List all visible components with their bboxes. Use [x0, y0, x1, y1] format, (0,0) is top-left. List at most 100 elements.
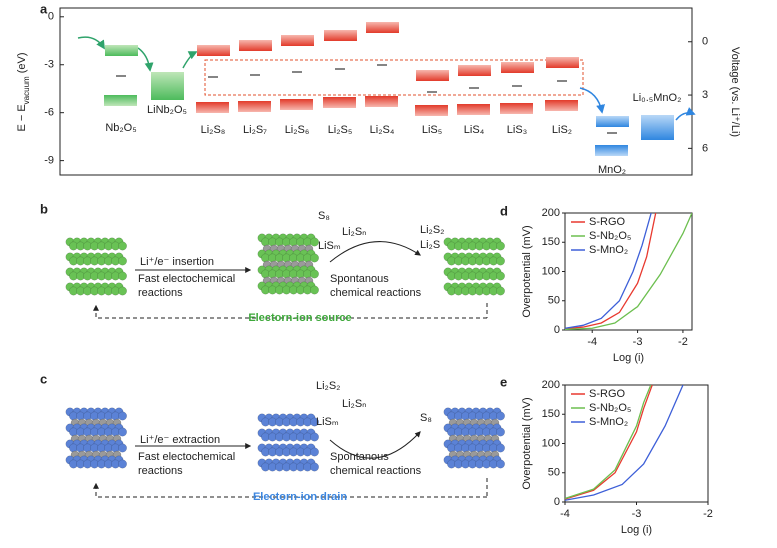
- y-tick-label: 50: [548, 467, 560, 479]
- energy-level: [416, 70, 449, 81]
- caption: Electorn-ion drain: [253, 491, 347, 503]
- atom: [118, 411, 127, 421]
- species: Li₂Sₙ: [342, 398, 367, 410]
- arrow: [182, 51, 198, 69]
- energy-level: [500, 103, 533, 114]
- y-tick-label: 0: [554, 324, 560, 336]
- panel-label: d: [500, 203, 508, 218]
- legend-label: S-RGO: [589, 216, 626, 228]
- atom: [310, 447, 319, 457]
- y-tick-label: 0: [48, 11, 54, 23]
- step-detail: Fast electochemical: [138, 451, 235, 463]
- panel-label: b: [40, 201, 48, 216]
- compound-label: LiNb₂O₅: [147, 104, 187, 116]
- arrow: [579, 87, 605, 114]
- atom: [310, 285, 319, 295]
- legend-label: S-Nb₂O₅: [589, 230, 631, 242]
- energy-level: [365, 96, 398, 107]
- energy-level: [280, 99, 313, 110]
- data-line: [565, 385, 653, 500]
- y-axis-label-part: E − E: [16, 104, 28, 131]
- energy-level: [105, 45, 138, 56]
- x-tick-label: -4: [560, 508, 570, 520]
- compound-label: Li₂S₆: [285, 124, 310, 136]
- data-line: [565, 385, 684, 501]
- data-line: [565, 385, 652, 500]
- compound-label: Nb₂O₅: [105, 122, 136, 134]
- energy-level: [546, 57, 579, 68]
- legend-label: S-MnO₂: [589, 244, 628, 256]
- x-axis-label: Log (i): [621, 524, 652, 536]
- y-axis-label: E − Evacuum (eV): [16, 52, 31, 131]
- y-tick-label: -3: [44, 59, 54, 71]
- atom: [118, 443, 127, 453]
- atom: [496, 256, 505, 266]
- atom: [310, 462, 319, 472]
- y-tick-label: 150: [542, 408, 560, 420]
- legend-label: S-Nb₂O₅: [589, 402, 631, 414]
- arrow: [77, 36, 105, 50]
- energy-block: [641, 115, 674, 140]
- y-tick-label: 200: [542, 379, 560, 391]
- step-label: Li⁺/e⁻ insertion: [140, 256, 214, 268]
- energy-level: [238, 101, 271, 112]
- species: LiSₘ: [316, 416, 339, 428]
- atom: [310, 269, 319, 279]
- atom: [118, 271, 127, 281]
- energy-level: [239, 40, 272, 51]
- energy-frame: [59, 7, 693, 176]
- y-tick-label: -9: [44, 155, 54, 167]
- step-label: Li⁺/e⁻ extraction: [140, 434, 220, 446]
- panel-label: c: [40, 371, 47, 386]
- atom: [310, 253, 319, 263]
- panel-label: a: [40, 1, 48, 16]
- arrow: [137, 47, 154, 72]
- energy-level: [596, 116, 629, 127]
- highlight-box: [204, 59, 584, 96]
- x-tick-label: -2: [703, 508, 713, 520]
- atom: [118, 241, 127, 251]
- species: LiSₘ: [318, 240, 341, 252]
- energy-level: [595, 145, 628, 156]
- x-tick-label: -3: [632, 508, 642, 520]
- atom: [118, 256, 127, 266]
- y2-tick-label: 0: [702, 36, 708, 48]
- x-tick-label: -4: [587, 336, 597, 348]
- compound-label: Li₂S₅: [328, 124, 353, 136]
- legend-label: S-RGO: [589, 388, 626, 400]
- energy-level: [457, 104, 490, 115]
- energy-level: [196, 102, 229, 113]
- atom: [496, 427, 505, 437]
- y-tick-label: 100: [542, 437, 560, 449]
- energy-level: [458, 65, 491, 76]
- species: S₈: [420, 412, 432, 424]
- compound-label: LiS₃: [507, 124, 527, 136]
- y2-axis-label: Voltage (vs. Li⁺/Li): [729, 47, 741, 137]
- atom: [496, 286, 505, 296]
- y-tick-label: 0: [554, 496, 560, 508]
- y2-tick-label: 3: [702, 89, 708, 101]
- x-axis-label: Log (i): [613, 352, 644, 364]
- atom: [496, 411, 505, 421]
- step-detail: reactions: [138, 465, 183, 477]
- step-detail: reactions: [138, 287, 183, 299]
- plot-area: [565, 213, 692, 330]
- x-tick-label: -2: [678, 336, 688, 348]
- data-line: [565, 213, 657, 330]
- compound-label: Li₂S₄: [370, 124, 395, 136]
- atom: [310, 432, 319, 442]
- energy-level: [324, 30, 357, 41]
- y-axis-label-part: (eV): [16, 52, 28, 76]
- compound-label: Li₂S₇: [243, 124, 267, 136]
- arrow: [675, 107, 696, 121]
- energy-level: [501, 62, 534, 73]
- step-detail: chemical reactions: [330, 465, 422, 477]
- atom: [496, 241, 505, 251]
- compound-label: LiS₂: [552, 124, 572, 136]
- y2-tick-label: 6: [702, 142, 708, 154]
- x-tick-label: -3: [633, 336, 643, 348]
- y-tick-label: 200: [542, 207, 560, 219]
- atom: [496, 443, 505, 453]
- step-detail: Spontanous: [330, 451, 389, 463]
